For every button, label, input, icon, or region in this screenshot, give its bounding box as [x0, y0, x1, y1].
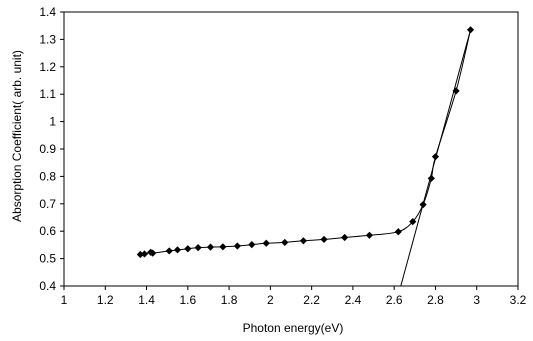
data-point-marker: [341, 233, 349, 242]
y-tick-label: 0.6: [39, 224, 56, 238]
y-tick-label: 0.7: [39, 197, 56, 211]
x-tick-label: 2.6: [386, 293, 403, 307]
y-tick-label: 1.4: [39, 5, 56, 19]
data-point-marker: [281, 238, 289, 247]
x-tick-label: 3.2: [510, 293, 527, 307]
data-point-marker: [165, 247, 173, 255]
x-axis-label: Photon energy(eV): [243, 321, 344, 335]
data-point-marker: [452, 87, 460, 95]
data-point-marker: [431, 153, 440, 161]
data-point-marker: [248, 241, 256, 249]
data-point-marker: [394, 228, 402, 236]
data-point-marker: [233, 242, 241, 250]
x-tick-label: 2.2: [303, 293, 320, 307]
data-point-marker: [206, 243, 215, 251]
x-tick-label: 1: [61, 293, 68, 307]
series-layer: [136, 26, 475, 287]
y-axis-label: Absorption Coefficient( arb. unit): [10, 50, 24, 222]
y-axis-ticks: 0.4 0.5 0.6 0.7 0.8 0.9 1 1.1 1.2 1.3 1.4: [39, 5, 64, 293]
y-tick-label: 0.5: [39, 252, 56, 266]
data-point-marker: [140, 250, 149, 258]
y-tick-label: 1.1: [39, 87, 56, 101]
plot-frame: [63, 11, 519, 287]
y-tick-label: 1: [49, 115, 56, 129]
x-tick-label: 1.6: [179, 293, 196, 307]
data-point-marker: [466, 26, 475, 34]
y-tick-label: 0.9: [39, 142, 56, 156]
x-tick-label: 2.8: [427, 293, 444, 307]
data-point-marker: [409, 218, 417, 226]
y-tick-label: 0.4: [39, 279, 56, 293]
data-point-marker: [262, 239, 270, 247]
data-point-marker: [149, 249, 157, 257]
x-axis-ticks: 1 1.2 1.4 1.6 1.8 2 2.2 2.4 2.6 2.8 3 3.2: [61, 286, 527, 307]
data-point-marker: [427, 174, 435, 182]
series-line: [140, 29, 471, 255]
y-tick-label: 0.8: [39, 169, 56, 183]
data-point-marker: [299, 237, 307, 245]
x-tick-label: 1.4: [138, 293, 155, 307]
y-tick-label: 1.3: [39, 32, 56, 46]
x-tick-label: 1.2: [97, 293, 114, 307]
data-point-marker: [365, 231, 374, 239]
x-tick-label: 2.4: [345, 293, 362, 307]
x-tick-label: 1.8: [221, 293, 238, 307]
data-point-marker: [419, 201, 427, 209]
data-point-marker: [194, 244, 202, 252]
plot-area: [63, 11, 519, 287]
y-tick-label: 1.2: [39, 60, 56, 74]
data-point-marker: [219, 243, 227, 251]
data-point-marker: [173, 246, 182, 254]
x-tick-label: 2: [267, 293, 274, 307]
data-point-marker: [184, 245, 192, 253]
x-tick-label: 3: [473, 293, 480, 307]
data-point-marker: [320, 235, 328, 244]
